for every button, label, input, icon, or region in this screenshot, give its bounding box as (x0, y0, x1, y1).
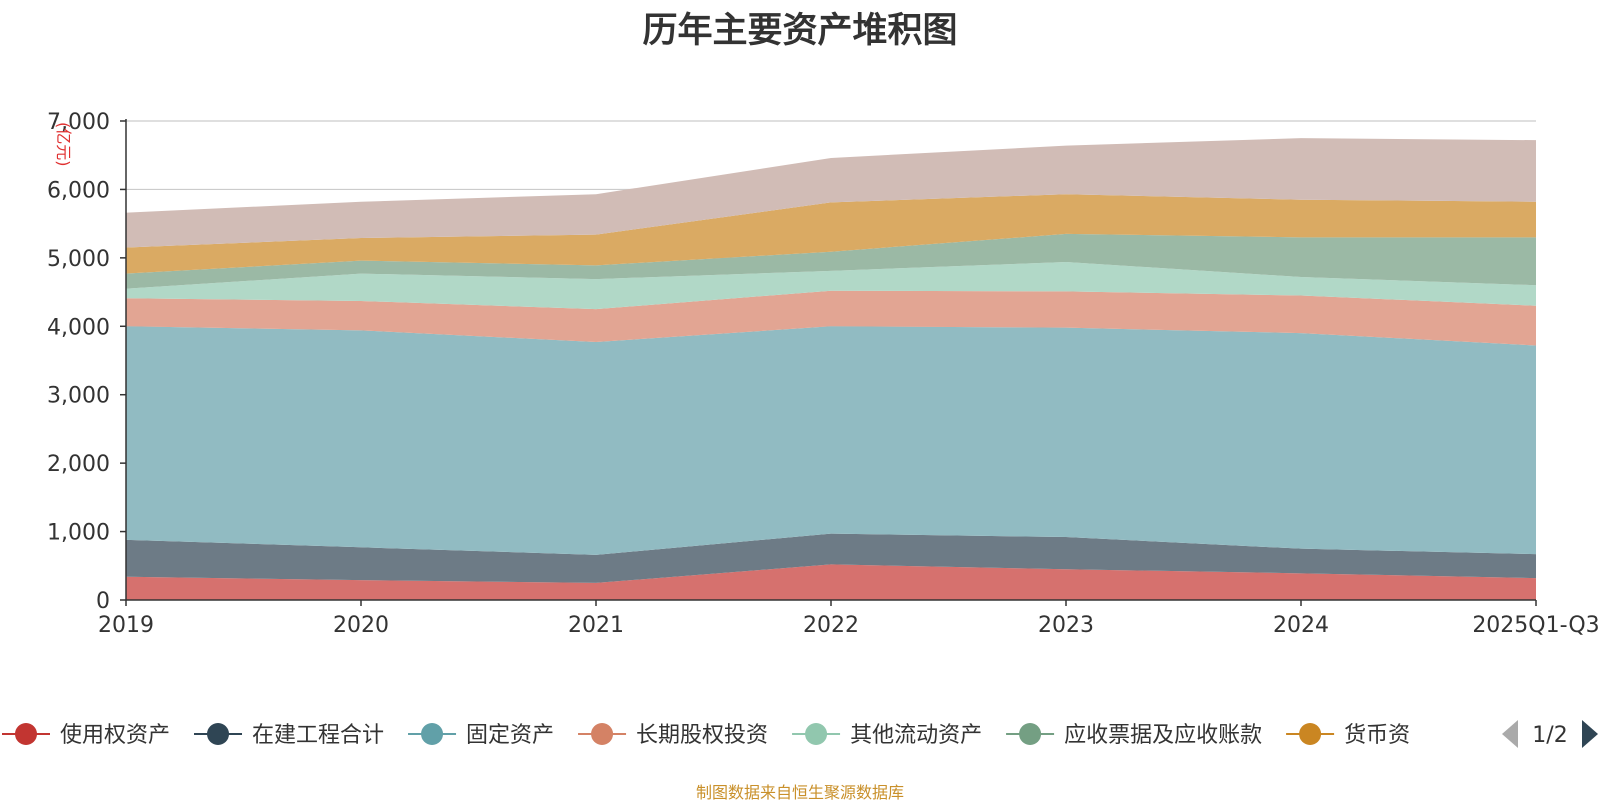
legend-marker (591, 723, 614, 745)
y-axis-unit: (亿元) (54, 122, 73, 167)
x-tick-label: 2021 (568, 613, 624, 638)
axes: 0 1,000 2,000 3,000 4,000 5,000 6,000 7,000 2019… (47, 110, 1600, 638)
x-tick-label: 2023 (1038, 613, 1094, 638)
legend-label: 在建工程合计 (252, 723, 384, 748)
y-tick-label: 6,000 (47, 178, 110, 203)
legend-label: 货币资 (1344, 723, 1410, 748)
legend-marker (1299, 723, 1322, 745)
y-tick-label: 5,000 (47, 247, 110, 272)
legend-item: 长期股权投资 (578, 723, 768, 748)
area-series (126, 233, 1536, 289)
legend-marker (15, 723, 37, 745)
y-tick-label: 2,000 (47, 452, 110, 477)
legend-marker (805, 723, 828, 745)
area-series (126, 564, 1536, 600)
area-series (126, 194, 1536, 274)
stacked-areas (126, 138, 1536, 600)
legend-marker (207, 723, 230, 745)
x-tick-label: 2019 (98, 613, 154, 638)
legend: 使用权资产 在建工程合计 固定资产 长期股权投资 其他流动资产 应收票据及应收账款 货币资 1… (2, 720, 1598, 748)
area-series (126, 290, 1536, 346)
legend-item: 货币资 (1286, 723, 1410, 748)
y-tick-label: 4,000 (47, 315, 110, 340)
area-series (126, 533, 1536, 583)
legend-label: 其他流动资产 (850, 723, 982, 748)
legend-item: 固定资产 (408, 723, 554, 748)
pager-next-icon[interactable] (1582, 720, 1598, 748)
legend-label: 应收票据及应收账款 (1064, 723, 1262, 748)
y-tick-label: 7,000 (47, 110, 110, 135)
y-tick-label: 1,000 (47, 521, 110, 546)
pager-prev-icon[interactable] (1502, 720, 1518, 748)
y-tick-label: 0 (96, 589, 110, 614)
area-series (126, 326, 1536, 555)
x-tick-label: 2022 (803, 613, 859, 638)
pager-indicator: 1/2 (1532, 723, 1567, 748)
legend-label: 固定资产 (466, 723, 554, 748)
legend-label: 长期股权投资 (636, 723, 768, 748)
legend-marker (421, 723, 444, 745)
x-tick-label: 2020 (333, 613, 389, 638)
legend-label: 使用权资产 (60, 723, 170, 748)
legend-pager: 1/2 (1502, 720, 1598, 748)
chart-title: 历年主要资产堆积图 (642, 11, 958, 51)
data-source-note: 制图数据来自恒生聚源数据库 (695, 783, 904, 802)
legend-item: 其他流动资产 (792, 723, 982, 748)
legend-item: 在建工程合计 (194, 723, 384, 748)
area-series (126, 138, 1536, 248)
legend-item: 应收票据及应收账款 (1006, 723, 1262, 748)
area-series (126, 261, 1536, 310)
x-tick-label: 2024 (1273, 613, 1329, 638)
y-tick-label: 3,000 (47, 384, 110, 409)
legend-item: 使用权资产 (2, 723, 170, 748)
x-tick-label: 2025Q1-Q3 (1472, 613, 1599, 638)
legend-marker (1019, 723, 1042, 745)
